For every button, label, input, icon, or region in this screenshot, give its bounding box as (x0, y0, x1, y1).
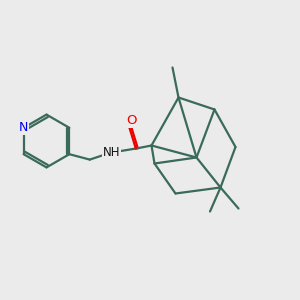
Text: O: O (126, 113, 136, 127)
Text: NH: NH (103, 146, 120, 159)
Text: N: N (19, 121, 28, 134)
